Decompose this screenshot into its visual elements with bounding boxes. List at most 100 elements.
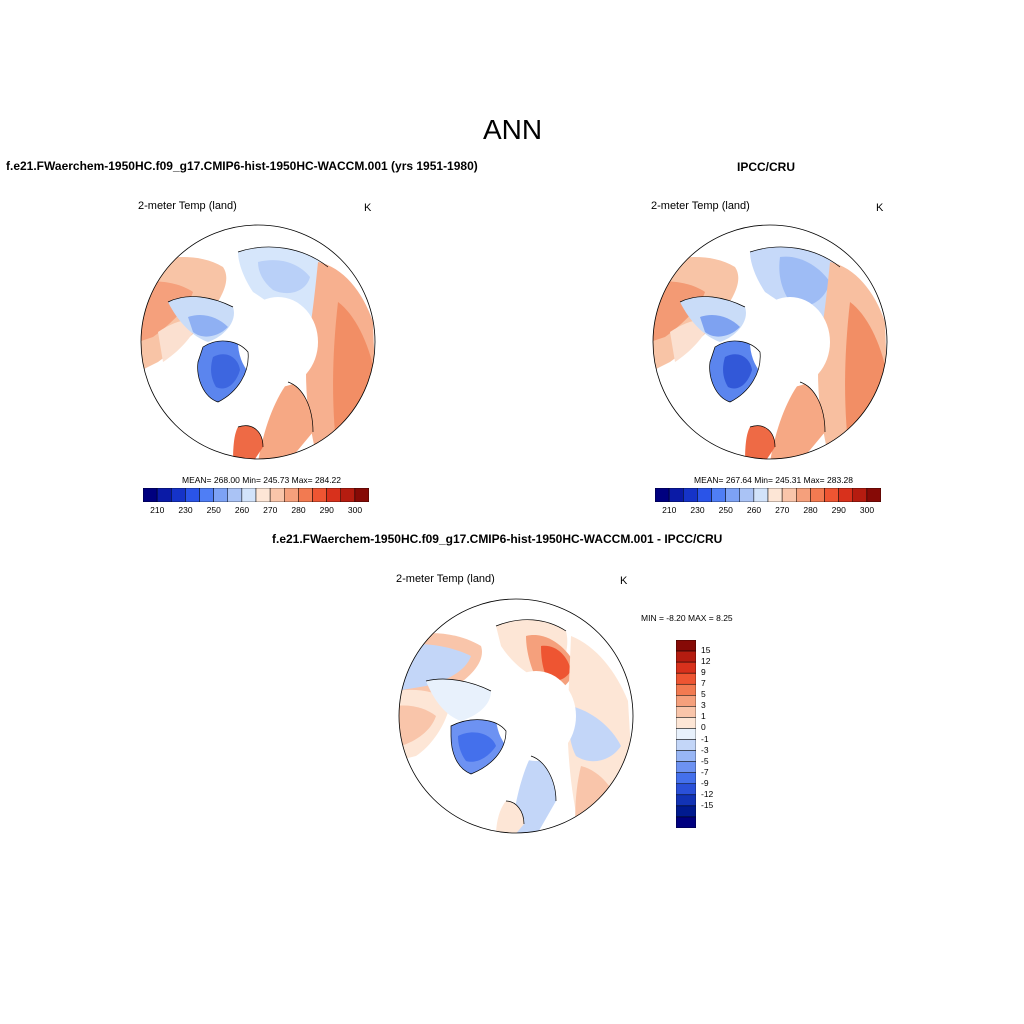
figure-title: ANN: [483, 114, 543, 145]
colorbar-tick-label: 260: [746, 505, 762, 515]
colorbar-tick-label: 270: [263, 505, 278, 515]
colorbar-swatch: [676, 772, 696, 785]
colorbar-tick-label: -5: [701, 755, 709, 766]
colorbar-tick-label: 260: [234, 505, 250, 515]
colorbar-tick-label: 250: [718, 505, 733, 515]
panel-2-map: [652, 224, 888, 460]
colorbar-tick-label: -15: [701, 799, 714, 810]
colorbar-swatch: [676, 640, 696, 652]
colorbar-swatch: [824, 488, 839, 502]
colorbar-tick-label: 7: [701, 678, 706, 689]
colorbar-swatch: [676, 661, 696, 674]
colorbar-swatch: [171, 488, 186, 502]
colorbar-tick-label: 250: [206, 505, 221, 515]
colorbar-tick-label: 210: [662, 505, 677, 515]
panel-2-title: IPCC/CRU: [737, 160, 796, 174]
colorbar-swatch: [676, 695, 696, 707]
colorbar-swatch: [676, 761, 696, 773]
colorbar-tick-label: 300: [859, 505, 875, 515]
colorbar-swatch: [676, 739, 696, 751]
colorbar-swatch: [781, 488, 797, 502]
colorbar-tick-label: 0: [701, 722, 706, 733]
colorbar-swatch: [676, 683, 696, 696]
panel-2-variable-label: 2-meter Temp (land): [651, 200, 750, 212]
colorbar-swatch: [767, 488, 783, 502]
colorbar-tick-label: 280: [291, 505, 306, 515]
colorbar-tick-label: -3: [701, 744, 709, 755]
colorbar-swatch: [143, 488, 158, 502]
colorbar-swatch: [683, 488, 698, 502]
colorbar-tick-label: 210: [150, 505, 165, 515]
colorbar-swatch: [340, 488, 356, 502]
colorbar-tick-label: 290: [831, 505, 846, 515]
panel-3-colorbar: [676, 640, 696, 828]
colorbar-tick-label: 9: [701, 667, 706, 678]
colorbar-swatch: [156, 488, 172, 502]
colorbar-tick-label: 270: [775, 505, 790, 515]
colorbar-swatch: [185, 488, 200, 502]
colorbar-swatch: [753, 488, 769, 502]
colorbar-swatch: [354, 488, 369, 502]
colorbar-swatch: [810, 488, 825, 502]
colorbar-swatch: [852, 488, 868, 502]
colorbar-tick-label: 12: [701, 656, 711, 667]
colorbar-swatch: [676, 672, 696, 685]
colorbar-tick-label: 230: [690, 505, 705, 515]
panel-1-units-label: K: [364, 202, 372, 214]
colorbar-swatch: [312, 488, 327, 502]
panel-1-colorbar-ticks: 210 230 250 260 270 280 290 300: [143, 505, 369, 517]
panel-1-stats: MEAN= 268.00 Min= 245.73 Max= 284.22: [182, 475, 342, 485]
panel-1-colorbar: [143, 488, 369, 502]
colorbar-swatch: [213, 488, 228, 502]
colorbar-swatch: [241, 488, 257, 502]
colorbar-tick-label: 3: [701, 700, 706, 711]
colorbar-swatch: [298, 488, 313, 502]
colorbar-swatch: [676, 750, 696, 762]
colorbar-tick-label: 300: [347, 505, 363, 515]
panel-3-variable-label: 2-meter Temp (land): [396, 573, 495, 585]
colorbar-tick-label: 5: [701, 689, 706, 700]
panel-3-map: [398, 598, 634, 834]
colorbar-swatch: [676, 805, 696, 818]
colorbar-swatch: [676, 706, 696, 718]
panel-3-title: f.e21.FWaerchem-1950HC.f09_g17.CMIP6-his…: [272, 532, 723, 546]
panel-2-units-label: K: [876, 202, 884, 214]
colorbar-tick-label: 290: [319, 505, 334, 515]
colorbar-swatch: [255, 488, 271, 502]
colorbar-swatch: [199, 488, 214, 502]
colorbar-swatch: [284, 488, 299, 502]
colorbar-tick-label: 230: [178, 505, 193, 515]
colorbar-swatch: [796, 488, 811, 502]
colorbar-swatch: [655, 488, 670, 502]
colorbar-swatch: [676, 717, 696, 729]
colorbar-swatch: [227, 488, 243, 502]
colorbar-swatch: [676, 794, 696, 807]
colorbar-swatch: [711, 488, 726, 502]
colorbar-tick-label: -7: [701, 766, 709, 777]
colorbar-swatch: [676, 783, 696, 796]
colorbar-tick-label: -1: [701, 733, 709, 744]
panel-3-colorbar-ticks: 15 12 9 7 5 3 1 0 -1 -3 -5 -7 -9 -12 -15: [701, 640, 731, 828]
colorbar-tick-label: -9: [701, 777, 709, 788]
colorbar-swatch: [838, 488, 853, 502]
colorbar-tick-label: 15: [701, 645, 711, 656]
panel-1-variable-label: 2-meter Temp (land): [138, 200, 237, 212]
panel-2-colorbar: [655, 488, 881, 502]
colorbar-tick-label: 1: [701, 711, 706, 722]
colorbar-swatch: [676, 650, 696, 663]
panel-1-title: f.e21.FWaerchem-1950HC.f09_g17.CMIP6-his…: [6, 159, 478, 173]
colorbar-swatch: [697, 488, 712, 502]
colorbar-swatch: [676, 728, 696, 740]
panel-3-units-label: K: [620, 575, 628, 587]
colorbar-tick-label: 280: [803, 505, 818, 515]
colorbar-swatch: [326, 488, 341, 502]
colorbar-swatch: [725, 488, 740, 502]
colorbar-swatch: [269, 488, 285, 502]
colorbar-swatch: [676, 816, 696, 828]
panel-2-stats: MEAN= 267.64 Min= 245.31 Max= 283.28: [694, 475, 854, 485]
colorbar-tick-label: -12: [701, 788, 714, 799]
colorbar-swatch: [739, 488, 755, 502]
colorbar-swatch: [668, 488, 684, 502]
panel-2-colorbar-ticks: 210 230 250 260 270 280 290 300: [655, 505, 881, 517]
panel-1-map: [140, 224, 376, 460]
